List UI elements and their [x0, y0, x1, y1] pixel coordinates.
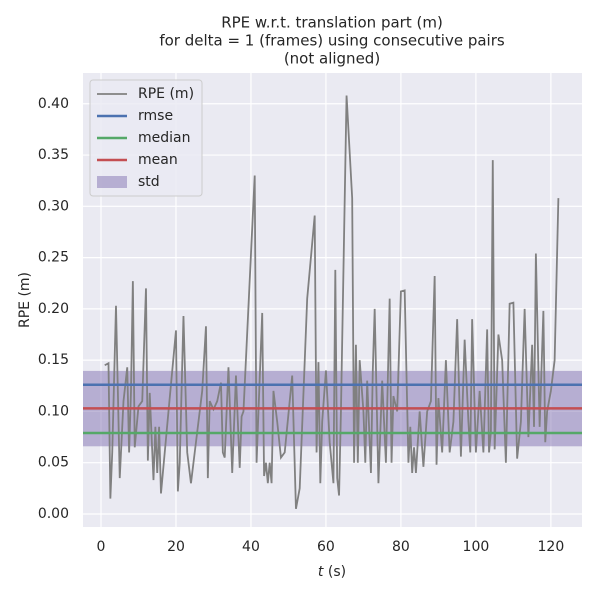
legend-label: mean	[138, 152, 178, 168]
y-tick-label: 0.05	[38, 455, 69, 471]
legend-label: rmse	[138, 108, 173, 124]
chart-title: for delta = 1 (frames) using consecutive…	[159, 32, 505, 50]
x-tick-label: 40	[242, 539, 260, 555]
y-axis-label: RPE (m)	[17, 272, 33, 328]
x-tick-label: 80	[392, 539, 410, 555]
chart-title: (not aligned)	[284, 50, 380, 68]
x-axis-label-var: t	[318, 564, 324, 580]
x-axis-label: t (s)	[318, 564, 346, 580]
x-axis-label-unit: (s)	[328, 564, 346, 580]
y-tick-label: 0.40	[38, 96, 69, 112]
y-tick-label: 0.10	[38, 403, 69, 419]
legend-box	[89, 79, 203, 197]
y-tick-label: 0.30	[38, 198, 69, 214]
x-tick-label: 0	[97, 539, 106, 555]
x-tick-label: 100	[463, 539, 490, 555]
x-tick-label: 60	[317, 539, 335, 555]
y-tick-label: 0.20	[38, 301, 69, 317]
y-tick-label: 0.00	[38, 506, 69, 522]
legend-label: std	[138, 174, 160, 190]
x-tick-label: 20	[167, 539, 185, 555]
data-line	[104, 95, 560, 510]
y-tick-label: 0.25	[38, 250, 69, 266]
legend-swatch	[97, 176, 127, 188]
legend-label: median	[138, 130, 190, 146]
y-tick-label: 0.35	[38, 147, 69, 163]
x-tick-label: 120	[538, 539, 565, 555]
chart-title: RPE w.r.t. translation part (m)	[221, 14, 443, 32]
legend-label: RPE (m)	[138, 86, 194, 102]
y-tick-label: 0.15	[38, 352, 69, 368]
